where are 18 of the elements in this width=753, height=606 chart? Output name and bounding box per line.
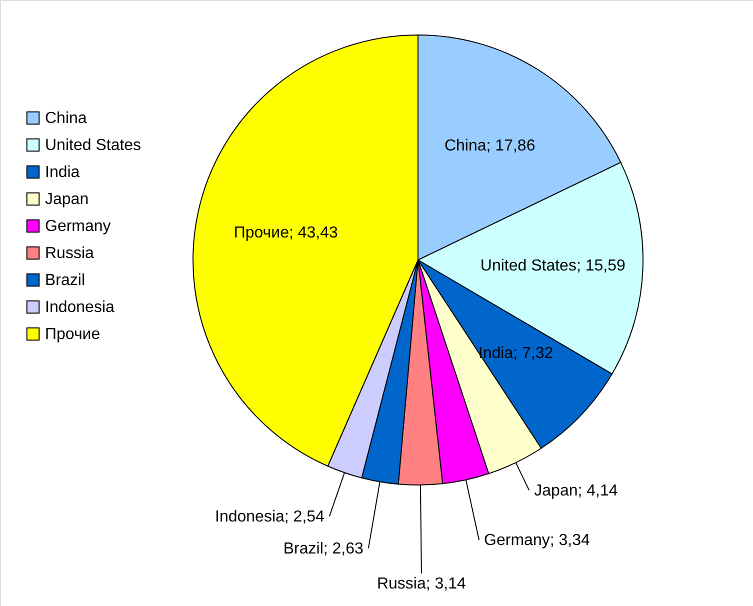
legend-label: China [45,110,87,127]
legend-label: Прочие [45,326,100,343]
legend-label: United States [45,137,142,154]
legend-label: Japan [45,191,89,208]
legend-label: Indonesia [45,299,114,316]
data-label: China; 17,86 [444,138,536,155]
legend-label: Brazil [45,272,86,289]
legend-label: Germany [45,218,111,235]
data-label: Прочие; 43,43 [234,224,338,242]
data-label: Russia; 3,14 [376,576,466,593]
legend-label: India [45,164,80,181]
data-label: Indonesia; 2,54 [215,508,325,526]
data-label: United States; 15,59 [480,258,626,275]
data-label: India; 7,32 [478,345,554,362]
data-label: Brazil; 2,63 [283,540,364,558]
data-label: Japan; 4,14 [534,482,618,500]
data-label: Germany; 3,34 [484,532,590,550]
legend-label: Russia [45,245,94,262]
